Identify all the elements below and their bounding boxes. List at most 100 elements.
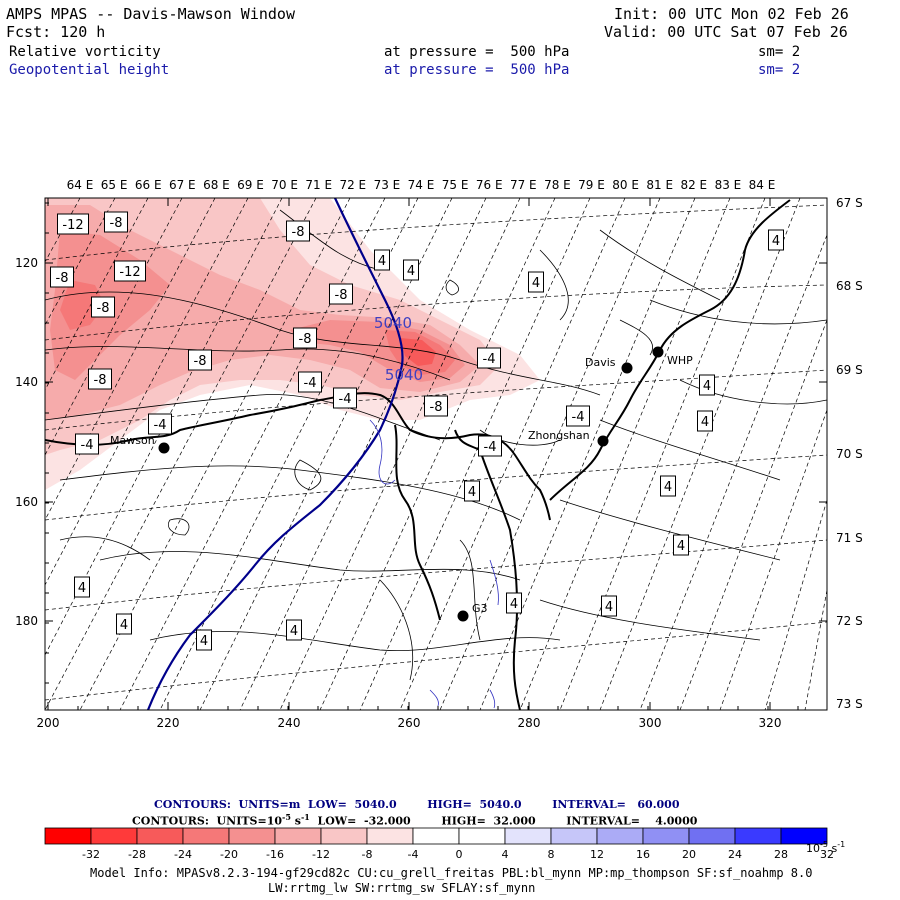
field-2-name: Geopotential height [9,62,170,78]
lon-label: 80 E [612,178,639,192]
vort-label: -8 [424,395,448,417]
vort-label-text: -12 [62,218,83,233]
longitude-labels: 64 E 65 E 66 E 67 E 68 E 69 E 70 E 71 E 72 E 73 E… [67,178,776,192]
model-info-line-2: LW:rrtmg_lw SW:rrtmg_sw SFLAY:sf_mynn [268,881,536,895]
color-bar-label: 8 [548,848,555,861]
lon-label: 76 E [476,178,503,192]
vort-label: -4 [477,347,501,369]
color-bar [44,827,828,845]
vort-label-box [104,211,128,233]
vort-label-box [114,260,146,282]
vort-label: 4 [403,259,419,281]
vort-label: -4 [298,371,322,393]
height-contour-info: CONTOURS: UNITS=m LOW= 5040.0 HIGH= 5040… [154,798,680,811]
station-dot [457,610,469,622]
vort-label-box [528,271,544,293]
lon-label: 81 E [646,178,673,192]
x-tick-label: 260 [398,716,421,730]
vort-label-text: -8 [299,332,312,347]
color-bar-label: -28 [128,848,146,861]
field-1-name: Relative vorticity [9,44,161,60]
color-bar-labels: -32 -28 -24 -20 -16 -12 -8 -4 0 4 8 12 16 20 24 28 32 [82,848,834,861]
station-label: G3 [472,602,488,615]
vort-label: -4 [566,405,590,427]
station-label: Zhongshan [528,429,590,442]
vort-label: 4 [673,534,689,556]
color-bar-label: 24 [728,848,742,861]
vort-label-box [601,595,617,617]
vort-label-box [403,259,419,281]
vort-label-box [506,592,522,614]
vorticity-labels: -12 -8 -8 -12 -8 -8 -8 -8 -8 -8 -4 -4 -4 -4 -8 -4 -4 -4 4 4… [50,211,784,651]
init-time: Init: 00 UTC Mon 02 Feb 26 [614,5,849,23]
station-label: Mawson [110,434,155,447]
color-bar-swatch [688,827,736,845]
vort-label-text: -4 [572,410,585,425]
lat-label: 73 S [836,697,863,711]
vort-label-text: -8 [194,354,207,369]
vort-label-box [75,433,99,455]
lon-label: 72 E [339,178,366,192]
color-bar-label: -24 [174,848,192,861]
color-bar-label: -4 [408,848,419,861]
vort-label: -12 [114,260,146,282]
vort-label-text: 4 [120,618,128,633]
vort-label: 4 [699,374,715,396]
lon-label: 70 E [271,178,298,192]
vort-label-text: -4 [484,440,497,455]
vort-label-box [699,374,715,396]
vort-label-box [196,629,212,651]
color-bar-swatch [412,827,460,845]
x-tick-label: 220 [157,716,180,730]
color-bar-label: 0 [456,848,463,861]
y-tick-marks [45,202,827,684]
color-bar-label: 12 [590,848,604,861]
vort-label-text: 4 [532,276,540,291]
station-g3: G3 [457,602,488,622]
vort-label-text: 4 [378,254,386,269]
station-dot [158,442,170,454]
color-bar-swatch [734,827,782,845]
latitude-labels: 67 S 68 S 69 S 70 S 71 S 72 S 73 S [836,196,863,711]
lon-label: 78 E [544,178,571,192]
vorticity-shading [45,198,540,490]
lat-label: 70 S [836,447,863,461]
x-tick-marks [47,198,799,710]
vort-label: 4 [196,629,212,651]
vort-label-text: -4 [483,352,496,367]
color-bar-swatch [90,827,138,845]
color-bar-swatch [274,827,322,845]
valid-time: Valid: 00 UTC Sat 07 Feb 26 [604,23,848,41]
vort-label: -4 [75,433,99,455]
lon-label: 84 E [749,178,776,192]
vort-label-box [424,395,448,417]
vort-label-box [50,266,74,288]
vort-label-box [293,327,317,349]
lon-label: 83 E [715,178,742,192]
color-bar-swatch [780,827,828,845]
vort-label-text: -4 [339,392,352,407]
station-whp: WHP [652,346,693,367]
vort-label: 4 [528,271,544,293]
vort-label: 4 [374,249,390,271]
vort-label-box [374,249,390,271]
vort-label-box [188,349,212,371]
vort-label-text: 4 [664,480,672,495]
lon-label: 69 E [237,178,264,192]
station-davis: Davis [585,356,633,374]
vort-label-box [57,213,89,235]
vort-label: 4 [74,576,90,598]
vort-label-text: 4 [703,379,711,394]
vort-label-box [660,475,676,497]
vort-label-box [91,296,115,318]
lon-label: 64 E [67,178,94,192]
color-bar-swatch [366,827,414,845]
vort-label-text: -8 [430,400,443,415]
vort-label-text: -4 [81,438,94,453]
map-title: AMPS MPAS -- Davis-Mawson Window [6,5,295,23]
vort-label-box [298,371,322,393]
vorticity-contours [45,209,827,681]
vort-label: -8 [286,220,310,242]
vort-label-box [697,410,713,432]
